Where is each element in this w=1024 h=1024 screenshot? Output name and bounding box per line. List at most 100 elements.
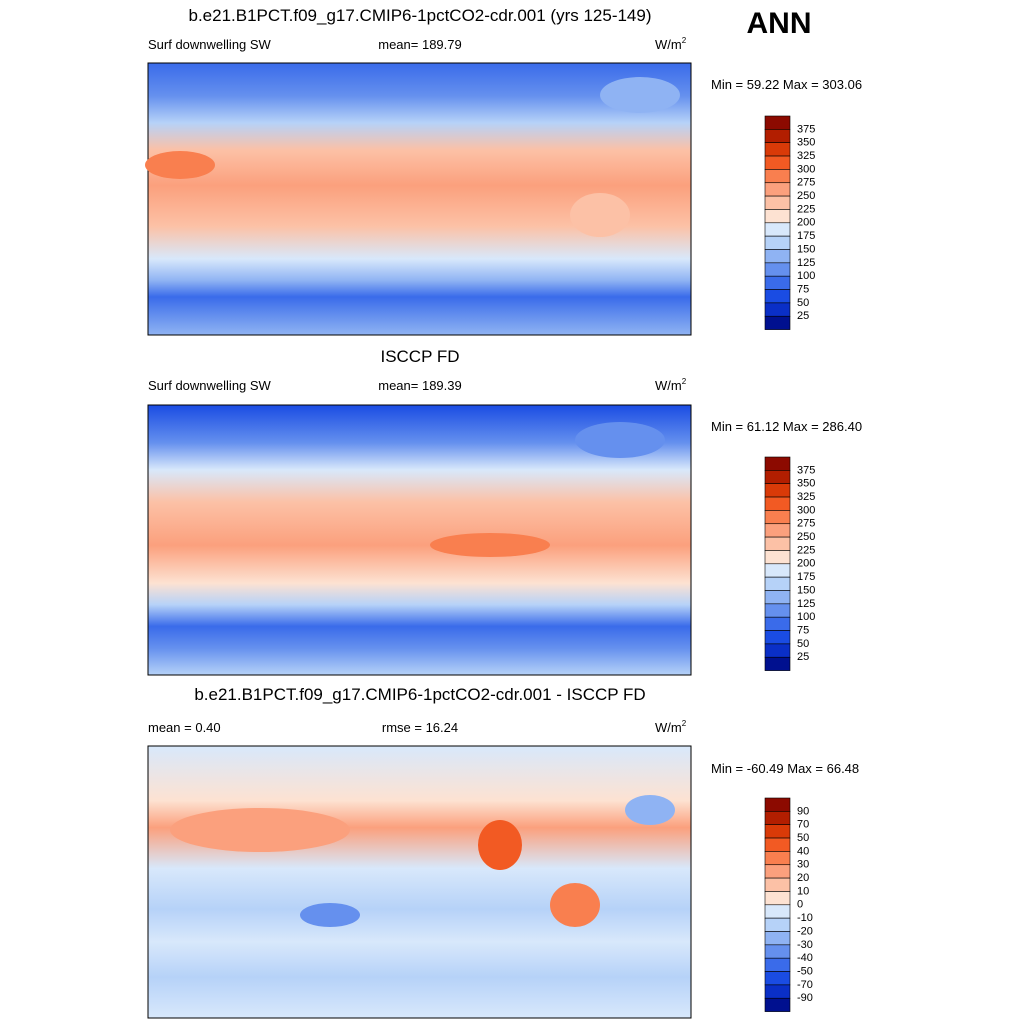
colorbar-box <box>764 550 791 565</box>
colorbar-box <box>764 797 791 812</box>
panel-title: b.e21.B1PCT.f09_g17.CMIP6-1pctCO2-cdr.00… <box>188 6 651 25</box>
units-sup: 2 <box>682 719 687 728</box>
colorbar-label: -50 <box>797 965 813 977</box>
colorbar-box <box>764 275 791 290</box>
colorbar-box <box>764 235 791 250</box>
left-label: Surf downwelling SW <box>148 37 272 52</box>
units: W/m2 <box>655 36 687 52</box>
colorbar-label: 50 <box>797 297 809 309</box>
colorbar-box <box>764 984 791 999</box>
colorbar-box <box>764 142 791 157</box>
colorbar-label: -40 <box>797 952 813 964</box>
colorbar-label: 350 <box>797 478 815 490</box>
colorbar-label: 50 <box>797 638 809 650</box>
colorbar-label: 50 <box>797 832 809 844</box>
panel-title: b.e21.B1PCT.f09_g17.CMIP6-1pctCO2-cdr.00… <box>194 685 645 704</box>
colorbar-label: 200 <box>797 558 815 570</box>
colorbar-box <box>764 496 791 511</box>
colorbar-box <box>764 603 791 618</box>
colorbar-label: 150 <box>797 243 815 255</box>
colorbar-label: 75 <box>797 624 809 636</box>
min-max: Min = -60.49 Max = 66.48 <box>711 761 859 776</box>
colorbar-box <box>764 523 791 538</box>
colorbar-label: 0 <box>797 899 803 911</box>
colorbar-label: 90 <box>797 805 809 817</box>
min-max: Min = 59.22 Max = 303.06 <box>711 77 862 92</box>
colorbar-box <box>764 182 791 197</box>
colorbar-box <box>764 470 791 485</box>
colorbar-box <box>764 971 791 986</box>
left-label: mean = 0.40 <box>148 720 221 735</box>
colorbar-box <box>764 824 791 839</box>
colorbar-label: 125 <box>797 257 815 269</box>
units-base: W/m <box>655 378 682 393</box>
units-sup: 2 <box>682 36 687 45</box>
colorbar-label: 250 <box>797 531 815 543</box>
colorbar-box <box>764 997 791 1012</box>
colorbar-box <box>764 155 791 170</box>
colorbar-box <box>764 630 791 645</box>
colorbar-box <box>764 877 791 892</box>
colorbar-label: 225 <box>797 203 815 215</box>
colorbar-label: 375 <box>797 123 815 135</box>
colorbar-box <box>764 536 791 551</box>
colorbar-label: 100 <box>797 611 815 623</box>
colorbar-box <box>764 222 791 237</box>
colorbar-label: -30 <box>797 939 813 951</box>
center-label: rmse = 16.24 <box>382 720 458 735</box>
colorbar-box <box>764 904 791 919</box>
colorbar-label: 300 <box>797 504 815 516</box>
colorbar-box <box>764 195 791 210</box>
colorbar-label: 75 <box>797 283 809 295</box>
colorbar-label: 40 <box>797 845 809 857</box>
colorbar-box <box>764 656 791 671</box>
colorbar-box <box>764 315 791 330</box>
center-label: mean= 189.79 <box>378 37 461 52</box>
colorbar-label: 125 <box>797 598 815 610</box>
colorbar-label: 325 <box>797 150 815 162</box>
season: ANN <box>747 7 812 40</box>
units: W/m2 <box>655 719 687 735</box>
colorbar-box <box>764 944 791 959</box>
colorbar-label: -70 <box>797 979 813 991</box>
colorbar-label: 20 <box>797 872 809 884</box>
units-sup: 2 <box>682 377 687 386</box>
units-base: W/m <box>655 37 682 52</box>
colorbar-label: 375 <box>797 464 815 476</box>
colorbar-label: 30 <box>797 859 809 871</box>
colorbar-label: -90 <box>797 992 813 1004</box>
colorbar-label: 300 <box>797 163 815 175</box>
colorbar-label: 250 <box>797 190 815 202</box>
colorbar-label: 275 <box>797 518 815 530</box>
left-label: Surf downwelling SW <box>148 378 272 393</box>
colorbar-box <box>764 891 791 906</box>
colorbar-label: -10 <box>797 912 813 924</box>
colorbar-box <box>764 931 791 946</box>
colorbar-box <box>764 576 791 591</box>
colorbar-box <box>764 917 791 932</box>
colorbar-box <box>764 563 791 578</box>
colorbar-box <box>764 510 791 525</box>
units-base: W/m <box>655 720 682 735</box>
colorbar-box <box>764 616 791 631</box>
map-2 <box>147 404 692 676</box>
colorbar-box <box>764 590 791 605</box>
colorbar-box <box>764 302 791 317</box>
colorbar-box <box>764 115 791 130</box>
colorbar-box <box>764 289 791 304</box>
colorbar-label: 150 <box>797 584 815 596</box>
colorbar-box <box>764 837 791 852</box>
colorbar-box <box>764 262 791 277</box>
colorbar-label: 70 <box>797 819 809 831</box>
colorbar-box <box>764 811 791 825</box>
map-3 <box>147 745 692 1019</box>
colorbar-box <box>764 483 791 498</box>
colorbar-label: 200 <box>797 217 815 229</box>
colorbar-label: 275 <box>797 177 815 189</box>
colorbar-box <box>764 249 791 264</box>
colorbar-label: -20 <box>797 925 813 937</box>
map-1 <box>145 62 692 336</box>
colorbar-box <box>764 129 791 144</box>
